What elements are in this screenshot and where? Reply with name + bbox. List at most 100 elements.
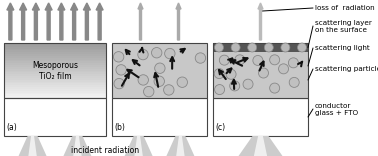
FancyArrow shape	[258, 3, 263, 40]
Circle shape	[270, 55, 280, 65]
Circle shape	[248, 43, 257, 52]
Polygon shape	[125, 136, 153, 156]
Circle shape	[281, 43, 290, 52]
Polygon shape	[176, 136, 184, 156]
Bar	[112, 98, 207, 136]
FancyArrow shape	[138, 3, 143, 40]
Bar	[112, 43, 207, 98]
Bar	[4, 86, 106, 89]
Circle shape	[177, 77, 187, 87]
Circle shape	[116, 65, 126, 75]
Circle shape	[164, 85, 174, 95]
Circle shape	[214, 69, 224, 79]
FancyArrow shape	[58, 3, 65, 40]
Bar	[4, 83, 106, 85]
Text: conductor
glass + FTO: conductor glass + FTO	[315, 102, 358, 115]
Circle shape	[155, 63, 165, 73]
Bar	[4, 63, 106, 65]
Polygon shape	[166, 136, 194, 156]
Bar	[213, 52, 308, 98]
Text: TiO₂ film: TiO₂ film	[39, 72, 71, 81]
Circle shape	[270, 83, 280, 93]
Circle shape	[235, 55, 245, 65]
Circle shape	[264, 43, 273, 52]
Polygon shape	[73, 136, 82, 156]
Text: incident radiation: incident radiation	[71, 146, 139, 155]
Bar	[4, 43, 106, 98]
Text: Mesoporous: Mesoporous	[32, 61, 78, 70]
FancyArrow shape	[20, 3, 26, 40]
FancyArrow shape	[84, 3, 90, 40]
Polygon shape	[28, 136, 37, 156]
Polygon shape	[135, 136, 143, 156]
Bar	[4, 52, 106, 54]
Circle shape	[243, 79, 253, 89]
Bar	[4, 61, 106, 63]
Bar	[213, 98, 308, 136]
Polygon shape	[239, 136, 282, 156]
Text: (a): (a)	[6, 123, 17, 132]
Bar	[4, 66, 106, 69]
Bar	[4, 64, 106, 67]
Bar	[4, 74, 106, 76]
FancyArrow shape	[96, 3, 103, 40]
Bar	[4, 42, 106, 45]
Circle shape	[144, 86, 154, 97]
Polygon shape	[64, 136, 91, 156]
Circle shape	[195, 53, 206, 63]
Text: scattering layer
on the surface: scattering layer on the surface	[315, 20, 372, 32]
Bar	[213, 43, 308, 98]
Circle shape	[114, 78, 124, 89]
Bar	[4, 79, 106, 81]
Bar	[4, 76, 106, 78]
Bar	[4, 70, 106, 72]
Circle shape	[138, 75, 149, 85]
Circle shape	[288, 58, 298, 68]
Circle shape	[230, 81, 240, 91]
Circle shape	[154, 76, 164, 86]
Bar	[4, 90, 106, 93]
Polygon shape	[254, 136, 267, 156]
Circle shape	[289, 77, 299, 87]
Bar	[4, 59, 106, 61]
Circle shape	[113, 52, 124, 62]
Circle shape	[279, 64, 288, 74]
Bar	[4, 68, 106, 71]
Bar	[4, 85, 106, 87]
Text: scattering light: scattering light	[315, 45, 370, 51]
Text: (b): (b)	[114, 123, 125, 132]
Bar	[4, 55, 106, 58]
Bar	[4, 94, 106, 96]
Polygon shape	[19, 136, 46, 156]
Circle shape	[219, 55, 229, 65]
Bar	[4, 92, 106, 94]
Bar	[4, 57, 106, 59]
Bar	[4, 46, 106, 49]
Text: loss of  radiation: loss of radiation	[315, 5, 375, 11]
Bar	[213, 43, 308, 52]
Bar	[4, 88, 106, 91]
Circle shape	[253, 56, 263, 66]
FancyArrow shape	[33, 3, 39, 40]
Text: scattering particles: scattering particles	[315, 66, 378, 72]
Circle shape	[215, 85, 225, 95]
Circle shape	[152, 48, 162, 58]
Bar	[4, 81, 106, 83]
Circle shape	[138, 49, 148, 60]
Circle shape	[214, 43, 223, 52]
Bar	[4, 50, 106, 52]
Bar	[4, 96, 106, 98]
Circle shape	[226, 69, 236, 79]
Bar	[4, 48, 106, 50]
Bar	[4, 72, 106, 74]
Circle shape	[259, 68, 268, 78]
Text: (c): (c)	[215, 123, 225, 132]
Bar	[4, 98, 106, 136]
Bar	[4, 77, 106, 80]
Bar	[4, 54, 106, 56]
FancyArrow shape	[71, 3, 77, 40]
Circle shape	[165, 48, 175, 59]
FancyArrow shape	[7, 3, 14, 40]
Bar	[4, 44, 106, 47]
FancyArrow shape	[176, 3, 181, 40]
